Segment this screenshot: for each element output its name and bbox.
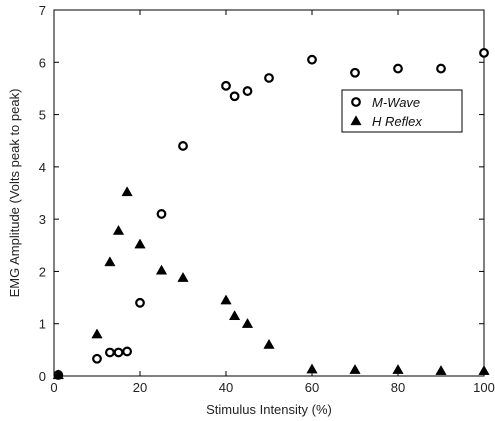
- h-reflex-point: [121, 186, 133, 197]
- y-tick-label: 7: [39, 3, 46, 18]
- x-axis-label: Stimulus Intensity (%): [206, 402, 332, 417]
- m-wave-point: [350, 67, 360, 78]
- h-reflex-point: [241, 318, 254, 328]
- h-reflex-point: [104, 256, 116, 267]
- h-reflex-point: [392, 364, 404, 374]
- m-wave-point: [393, 63, 403, 74]
- legend-h-reflex-symbol: [350, 115, 362, 126]
- x-tick-label: 100: [473, 380, 495, 395]
- h-reflex-point: [91, 328, 103, 339]
- legend-marker-m-wave: [351, 97, 361, 107]
- x-tick-label: 60: [305, 380, 319, 395]
- h-reflex-point: [435, 365, 447, 375]
- m-wave-point: [229, 91, 240, 102]
- m-wave-point: [264, 73, 274, 83]
- h-reflex-point: [478, 365, 490, 375]
- data-marks: [52, 47, 490, 380]
- h-reflex-point: [134, 238, 146, 249]
- m-wave-point: [479, 47, 489, 58]
- m-wave-point: [307, 54, 317, 65]
- m-wave-point: [92, 353, 102, 364]
- y-axis-label: EMG Amplitude (Volts peak to peak): [7, 89, 22, 298]
- y-tick-label: 0: [39, 369, 46, 384]
- legend-m-wave-symbol: [351, 97, 361, 107]
- legend-label-m-wave: M-Wave: [372, 95, 420, 110]
- x-tick-label: 40: [219, 380, 233, 395]
- m-wave-point: [113, 347, 124, 358]
- m-wave-point: [122, 346, 132, 357]
- y-tick-label: 1: [39, 317, 46, 332]
- h-reflex-point: [112, 224, 125, 235]
- x-tick-label: 20: [133, 380, 147, 395]
- h-reflex-point: [177, 271, 189, 282]
- m-wave-point: [242, 86, 253, 96]
- y-tick-label: 4: [39, 160, 46, 175]
- x-tick-label: 80: [391, 380, 405, 395]
- axis-ticks: 0 20 40 60 80 100 0 1 2 3 4 5 6 7: [39, 3, 495, 395]
- plot-frame: [53, 9, 485, 377]
- legend: M-Wave H Reflex: [341, 89, 463, 133]
- h-reflex-point: [263, 338, 275, 349]
- h-reflex-point: [349, 364, 361, 374]
- legend-label-h-reflex: H Reflex: [372, 114, 422, 129]
- h-reflex-point: [306, 363, 318, 374]
- m-wave-point: [135, 297, 145, 308]
- y-tick-label: 5: [39, 108, 46, 123]
- legend-marker-h-reflex: [350, 115, 362, 126]
- legend-box: [341, 89, 463, 133]
- h-reflex-point: [52, 369, 64, 380]
- m-wave-point: [221, 80, 231, 91]
- m-wave-point: [436, 63, 446, 74]
- m-wave-point: [178, 141, 188, 151]
- y-tick-label: 6: [39, 55, 46, 70]
- h-reflex-point: [155, 264, 168, 275]
- h-reflex-point: [228, 310, 241, 321]
- m-wave-point: [156, 209, 167, 219]
- x-tick-label: 0: [50, 380, 57, 395]
- y-tick-label: 3: [39, 212, 46, 227]
- y-tick-label: 2: [39, 264, 46, 279]
- h-reflex-point: [220, 294, 232, 305]
- m-wave-point: [104, 347, 115, 358]
